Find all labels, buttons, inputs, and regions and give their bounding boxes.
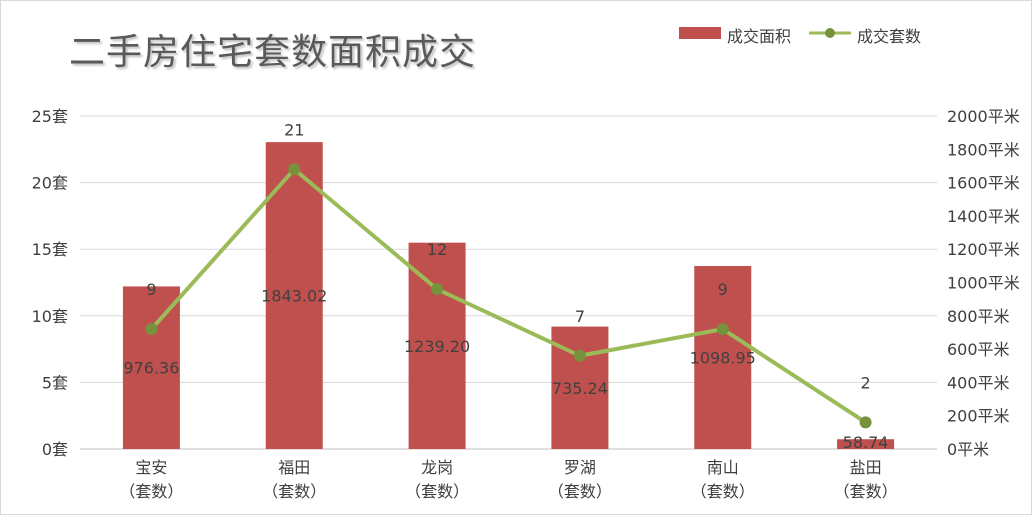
- right-axis-tick-label: 200平米: [947, 407, 1010, 426]
- bar-value-label: 1843.02: [261, 287, 327, 306]
- bar-value-label: 1098.95: [690, 349, 756, 368]
- left-axis-tick-label: 20套: [32, 174, 68, 193]
- left-axis-tick-label: 25套: [32, 107, 68, 126]
- category-label: 宝安（套数）: [119, 458, 183, 501]
- line-value-label: 21: [284, 120, 304, 139]
- line-value-label: 9: [718, 280, 728, 299]
- left-axis-tick-label: 0套: [42, 440, 68, 459]
- legend-line-swatch: [809, 28, 851, 38]
- right-axis-tick-label: 2000平米: [947, 107, 1020, 126]
- line-point: [145, 323, 158, 336]
- right-axis-tick-label: 1800平米: [947, 140, 1020, 159]
- legend-label-area: 成交面积: [727, 27, 792, 46]
- left-axis-tick-label: 10套: [32, 307, 68, 326]
- line-point: [716, 323, 729, 336]
- category-label: 福田（套数）: [262, 458, 326, 501]
- right-axis-tick-label: 1400平米: [947, 207, 1020, 226]
- line-point: [859, 416, 872, 429]
- left-axis-tick-label: 15套: [32, 240, 68, 259]
- line-value-label: 2: [860, 373, 870, 392]
- category-label: 罗湖（套数）: [548, 458, 612, 501]
- right-axis-tick-label: 0平米: [947, 440, 989, 459]
- bar-value-label: 1239.20: [404, 337, 470, 356]
- line-value-label: 12: [427, 240, 447, 259]
- category-label: 盐田（套数）: [834, 458, 898, 501]
- bar: [694, 266, 752, 449]
- legend-label-count: 成交套数: [857, 27, 922, 46]
- right-axis-tick-label: 800平米: [947, 307, 1010, 326]
- right-axis-tick-label: 600平米: [947, 340, 1010, 359]
- right-axis-tick-label: 1600平米: [947, 174, 1020, 193]
- line-point: [288, 163, 301, 176]
- line-point: [431, 283, 444, 296]
- bar-value-label: 976.36: [123, 359, 179, 378]
- legend-item-area: 成交面积: [679, 21, 809, 46]
- right-axis-tick-label: 1000平米: [947, 274, 1020, 293]
- line-series: [149, 167, 867, 425]
- category-label: 龙岗（套数）: [405, 458, 469, 501]
- bar: [408, 242, 466, 449]
- legend-bar-swatch: [679, 27, 721, 39]
- legend-item-count: 成交套数: [809, 21, 949, 46]
- chart-title: 二手房住宅套数面积成交: [69, 32, 477, 73]
- category-label: 南山（套数）: [691, 458, 755, 501]
- bar-value-label: 735.24: [552, 379, 608, 398]
- bar-value-label: 58.74: [843, 433, 889, 452]
- bar: [122, 286, 180, 449]
- line-value-label: 7: [575, 307, 585, 326]
- bar: [837, 439, 895, 449]
- line-value-label: 9: [146, 280, 156, 299]
- left-axis-tick-label: 5套: [42, 373, 68, 392]
- right-axis-tick-label: 400平米: [947, 373, 1010, 392]
- line-point: [573, 349, 586, 362]
- right-axis-tick-label: 1200平米: [947, 240, 1020, 259]
